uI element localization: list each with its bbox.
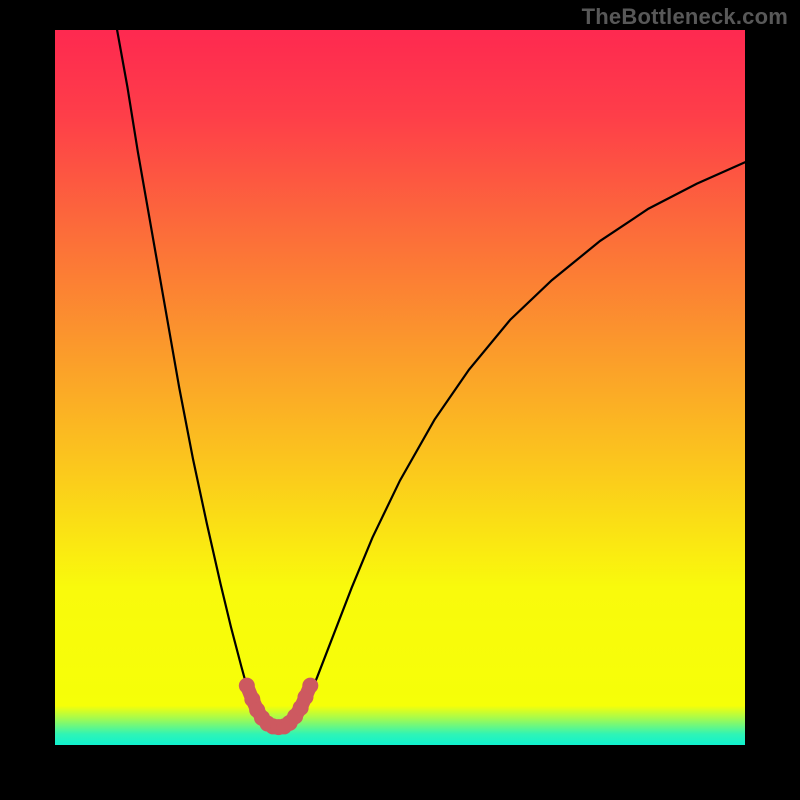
minimum-u-dot	[302, 678, 318, 694]
watermark-text: TheBottleneck.com	[582, 4, 788, 30]
bottleneck-chart	[0, 0, 800, 800]
plot-background	[55, 30, 745, 745]
chart-container: TheBottleneck.com	[0, 0, 800, 800]
